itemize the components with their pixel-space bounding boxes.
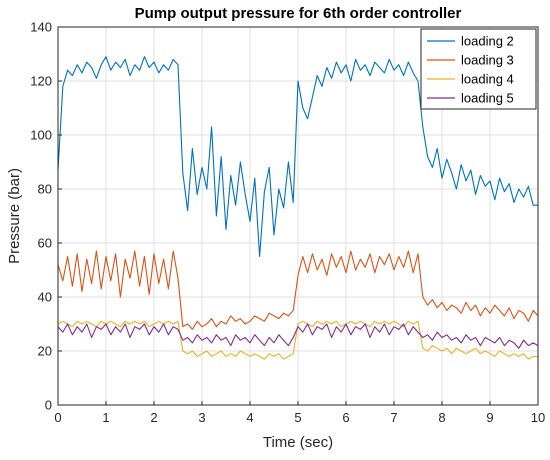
- series-lines: [57, 56, 539, 360]
- y-tick-label: 40: [38, 290, 52, 305]
- legend-label-loading-3: loading 3: [461, 53, 514, 68]
- series-line-loading-5: [57, 323, 539, 349]
- y-tick-label: 60: [38, 236, 52, 251]
- legend-box: [420, 28, 537, 110]
- y-tick-label: 80: [38, 182, 52, 197]
- series-line-loading-4: [57, 320, 538, 360]
- x-axis-label: Time (sec): [263, 434, 333, 451]
- x-tick-label: 4: [246, 410, 253, 425]
- y-axis-label: Pressure (bar): [6, 168, 23, 264]
- x-tick-label: 8: [438, 410, 445, 425]
- chart-title: Pump output pressure for 6th order contr…: [135, 5, 462, 22]
- legend-label-loading-4: loading 4: [461, 72, 514, 87]
- x-tick-label: 0: [54, 410, 61, 425]
- y-tick-label: 140: [30, 20, 52, 35]
- series-line-loading-2: [57, 56, 538, 258]
- x-tick-label: 9: [486, 410, 493, 425]
- x-tick-label: 10: [531, 410, 545, 425]
- y-tick-label: 20: [38, 344, 52, 359]
- x-tick-label: 6: [342, 410, 349, 425]
- legend-label-loading-2: loading 2: [461, 34, 514, 49]
- x-tick-label: 3: [198, 410, 205, 425]
- legend: loading 2 loading 3 loading 4 loading 5: [420, 28, 537, 110]
- x-tick-label: 5: [294, 410, 301, 425]
- y-tick-label: 100: [30, 128, 52, 143]
- x-tick-label: 2: [150, 410, 157, 425]
- y-tick-label: 120: [30, 74, 52, 89]
- y-tick-label: 0: [45, 398, 52, 413]
- legend-label-loading-5: loading 5: [461, 91, 514, 106]
- series-line-loading-3: [57, 250, 539, 330]
- x-tick-label: 1: [102, 410, 109, 425]
- x-tick-label: 7: [390, 410, 397, 425]
